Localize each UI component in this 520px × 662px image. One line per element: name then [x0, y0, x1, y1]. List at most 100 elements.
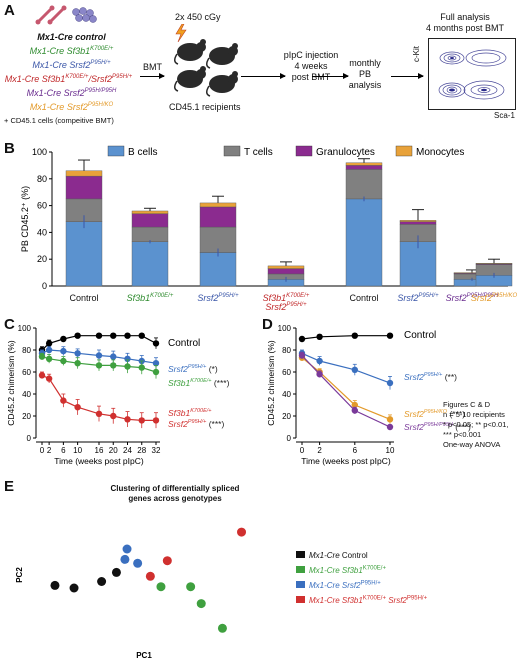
y-tick-label: 40 — [37, 227, 47, 237]
series-label-line2: Srsf2P95H/+ (***) — [168, 419, 224, 429]
category-name: Sf3b1 — [263, 293, 287, 303]
data-point — [386, 332, 394, 339]
y-tick-label: 80 — [282, 346, 291, 355]
category-name: Control — [69, 293, 98, 303]
series-allele: P95H/KO — [424, 409, 448, 415]
x-tick-label: 20 — [109, 446, 118, 455]
category-name: Control — [349, 293, 378, 303]
genotype-list: Mx1-Cre control Mx1-Cre Sf3b1K700E/+ Mx1… — [4, 30, 139, 128]
data-point — [152, 368, 160, 376]
pca-point — [111, 567, 121, 577]
category-name-2: Srsf2 — [265, 302, 286, 310]
x-tick-label: 32 — [152, 446, 161, 455]
panel-b-bar-chart: 0 20 40 60 80 100 PB CD45.2⁺ (%) B cells T cells… — [20, 145, 518, 310]
data-point — [110, 353, 117, 360]
pca-point — [217, 623, 227, 633]
x-axis-label: Time (weeks post pIpC) — [54, 456, 144, 466]
series-line — [301, 335, 390, 340]
x-tick-label: 10 — [386, 446, 395, 455]
legend-swatch — [395, 145, 413, 157]
genotype-double-sup2: P95H/+ — [112, 74, 133, 80]
y-tick-label: 0 — [42, 281, 47, 291]
data-point — [74, 350, 81, 357]
series-name: Srsf2 — [404, 409, 424, 419]
series-name: Control — [168, 338, 200, 349]
data-point — [95, 332, 103, 339]
bar-segment-b-cells — [65, 221, 103, 287]
series-name: Srsf2 — [168, 364, 188, 374]
data-point — [316, 333, 323, 340]
notes-line-4: *** p<0.001 — [443, 430, 482, 439]
irradiation-label: 2x 450 cGy — [175, 12, 221, 22]
bar-segment-b-cells — [131, 241, 169, 287]
x-category-label: Control — [69, 293, 98, 303]
pipc-line-1: pIpC injection — [283, 50, 339, 60]
bar-segment-granulocytes — [131, 213, 169, 228]
data-point — [316, 357, 323, 365]
category-allele: P95H/P95H — [467, 293, 499, 299]
mouse-cells-icon — [35, 5, 97, 25]
pca-point — [145, 571, 155, 581]
bar-segment-monocytes — [399, 220, 437, 222]
x-tick-label: 0 — [300, 446, 305, 455]
data-point — [95, 362, 103, 369]
genotype-homo-label: Mx1-Cre Srsf2 — [26, 88, 85, 98]
data-point — [110, 412, 117, 420]
pca-point — [69, 583, 79, 593]
genotype-control-label: Mx1-Cre control — [37, 32, 106, 42]
bar-segment-granulocytes — [399, 221, 437, 225]
data-point — [60, 335, 67, 343]
bar-segment-monocytes — [475, 263, 513, 265]
bmt-arrow — [140, 73, 165, 79]
x-category-label: Control — [349, 293, 378, 303]
pca-point — [97, 577, 107, 586]
y-axis-label: PC2 — [15, 567, 24, 583]
bar-segment-t-cells — [199, 226, 237, 253]
data-point — [60, 357, 67, 365]
pca-legend-item-control: Mx1-Cre Control — [296, 548, 427, 563]
panel-e-letter: E — [4, 478, 15, 495]
series-label: Srsf2P95H/P95H (***) — [404, 422, 471, 432]
pipc-text: pIpC injection 4 weeks post BMT — [276, 50, 346, 83]
bar-segment-b-cells — [199, 252, 237, 287]
y-tick-label: 40 — [22, 390, 31, 399]
y-axis-label: PB CD45.2⁺ (%) — [20, 186, 30, 252]
series-label: Control — [404, 330, 436, 341]
y-tick-label: 100 — [278, 324, 292, 333]
x-category-label: Srsf2P95H/+ — [197, 293, 239, 303]
series-allele: P95H/+ — [424, 372, 443, 378]
stats-notes: Figures C & D n = 5-10 recipients * p<0.… — [443, 400, 508, 450]
data-point — [74, 332, 81, 339]
legend-control-rest: Control — [339, 551, 368, 560]
series-label: Srsf2P95H/+ (*) — [168, 364, 218, 374]
data-point — [351, 407, 358, 414]
pca-point — [120, 554, 130, 564]
series-allele-2: P95H/+ — [188, 419, 207, 425]
genotype-srsf2-label: Mx1-Cre Srsf2 — [32, 60, 91, 70]
lightning-icon — [175, 24, 187, 42]
category-allele: K700E/+ — [150, 293, 174, 299]
y-tick-label: 100 — [32, 147, 47, 157]
bar-segment-monocytes — [267, 265, 305, 269]
series-allele: P95H/P95H — [424, 422, 453, 428]
genotype-ko-label: Mx1-Cre Srsf2 — [29, 102, 88, 112]
legend-label: T cells — [244, 147, 273, 158]
category-allele: P95H/+ — [418, 293, 439, 299]
series-significance: (*) — [206, 364, 218, 374]
x-tick-label: 28 — [137, 446, 146, 455]
bar-segment-granulocytes — [199, 206, 237, 228]
bar-segment-b-cells — [399, 241, 437, 287]
x-tick-label: 0 — [40, 446, 45, 455]
bar-segment-monocytes — [199, 202, 237, 208]
series-allele: P95H/+ — [188, 364, 207, 370]
data-point — [386, 423, 394, 431]
y-axis-label: CD45.2 chimerism (%) — [266, 340, 276, 426]
category-allele: P95H/+ — [218, 293, 239, 299]
pca-point — [50, 580, 60, 590]
y-tick-label: 80 — [37, 174, 47, 184]
panel-c-letter: C — [4, 316, 15, 333]
category-name: Srsf2 — [471, 293, 492, 303]
y-tick-label: 0 — [287, 434, 292, 443]
pipc-line-2: 4 weeks — [294, 61, 328, 71]
bar-segment-granulocytes — [267, 268, 305, 275]
